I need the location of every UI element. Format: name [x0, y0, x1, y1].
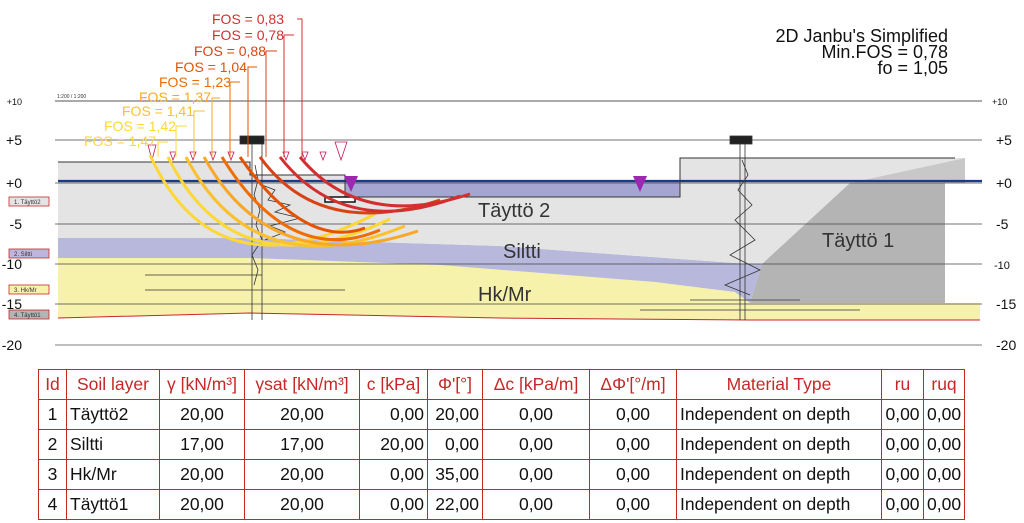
elev-right-m10: -10 [994, 260, 1010, 272]
elev-right-m5: -5 [996, 216, 1009, 232]
table-row: 3 Hk/Mr 20,00 20,00 0,00 35,00 0,00 0,00… [38, 459, 966, 490]
fos-label-1-23: FOS = 1,23 [159, 74, 231, 90]
cross-section-diagram: 1:200 / 1:200 +10 +5 +0 -5 -10 -15 -20 +… [2, 11, 1017, 353]
elevation-axis-left: +10 +5 +0 -5 -10 -15 -20 [2, 97, 22, 353]
fos-label-1-47: FOS = 1,47 [84, 133, 156, 149]
fos-label-1-04: FOS = 1,04 [175, 59, 247, 75]
fos-label-1-41: FOS = 1,41 [122, 103, 194, 119]
elev-left-p5: +5 [6, 132, 22, 148]
layer-taytto1-fill [750, 183, 945, 303]
water-level-marker-2 [633, 176, 647, 192]
analysis-info: 2D Janbu's Simplified Min.FOS = 0,78 fo … [775, 26, 948, 78]
col-header-phi: Φ'[°] [427, 369, 483, 400]
material-table: Id Soil layer γ [kN/m³] γsat [kN/m³] c [… [38, 369, 966, 520]
bottom-boundary-line [57, 312, 980, 321]
layer-label-taytto1: Täyttö 1 [822, 230, 894, 252]
scale-label: 1:200 / 1:200 [57, 94, 86, 100]
analysis-method: 2D Janbu's Simplified [775, 26, 948, 46]
slip-surface-fos-1-04 [238, 156, 366, 234]
slip-surface-fos-1-41 [184, 156, 406, 248]
col-header-ruq: ruq [922, 369, 966, 400]
fos-label-0-78: FOS = 0,78 [212, 27, 284, 43]
fos-label-1-42: FOS = 1,42 [104, 118, 176, 134]
water-level-marker-1 [344, 176, 358, 192]
elev-right-p5: +5 [996, 132, 1012, 148]
table-row: 1 Täyttö2 20,00 20,00 0,00 20,00 0,00 0,… [38, 399, 966, 430]
analysis-min-fos: Min.FOS = 0,78 [821, 42, 948, 62]
layer-label-hkmr: Hk/Mr [478, 284, 532, 306]
fos-leader-lines [157, 18, 303, 157]
elev-left-m5: -5 [10, 216, 23, 232]
slip-surfaces [148, 154, 471, 248]
elevation-axis-right: +10 +5 +0 -5 -10 -15 -20 [992, 97, 1016, 353]
elev-left-m20: -20 [2, 337, 22, 353]
elev-left-m10: -10 [2, 256, 22, 272]
layer-hkmr-fill [58, 258, 980, 320]
layer-tag-1: 1. Täyttö2 [14, 200, 41, 206]
slip-surface-fos-1-23 [220, 156, 381, 242]
elev-right-m20: -20 [996, 337, 1016, 353]
ground-surface-line [58, 157, 955, 198]
slip-surface-fos-0-83 [298, 156, 471, 208]
layer-label-siltti: Siltti [503, 241, 541, 263]
cpt-profile-right [640, 135, 860, 320]
cpt-profile-left [145, 135, 345, 320]
layer-tags: 1. Täyttö2 2. Siltti 3. Hk/Mr 4. Täyttö1 [8, 196, 50, 320]
table-row: 2 Siltti 17,00 17,00 20,00 0,00 0,00 0,0… [38, 429, 966, 460]
table-header-row: Id Soil layer γ [kN/m³] γsat [kN/m³] c [… [38, 369, 966, 400]
load-markers [147, 141, 348, 162]
col-header-material-type: Material Type [676, 369, 882, 400]
col-header-delta-phi: ΔΦ'[°/m] [589, 369, 677, 400]
fos-labels: FOS = 0,83 FOS = 0,78 FOS = 0,88 FOS = 1… [84, 11, 284, 149]
layer-siltti-fill [58, 238, 762, 303]
col-header-gamma-sat: γsat [kN/m³] [244, 369, 360, 400]
fos-label-0-88: FOS = 0,88 [194, 43, 266, 59]
elev-left-p10: +10 [7, 97, 22, 107]
elevation-gridlines [55, 139, 982, 305]
layer-tag-4: 4. Täyttö1 [14, 313, 41, 319]
fos-label-1-37: FOS = 1,37 [139, 89, 211, 105]
water-body [345, 181, 680, 197]
elev-left-0: +0 [6, 175, 22, 191]
layer-tag-2: 2. Siltti [14, 252, 32, 258]
elev-left-m15: -15 [2, 296, 22, 312]
col-header-id: Id [38, 369, 67, 400]
layer-taytto1-upper [850, 158, 965, 183]
elev-right-0: +0 [996, 175, 1012, 191]
layer-tag-3: 3. Hk/Mr [14, 288, 37, 294]
analysis-fo: fo = 1,05 [877, 58, 948, 78]
col-header-soil-layer: Soil layer [66, 369, 160, 400]
fos-label-0-83: FOS = 0,83 [212, 11, 284, 27]
slip-surface-fos-1-42 [166, 156, 391, 247]
elev-right-p10: +10 [992, 97, 1007, 107]
col-header-delta-c: Δc [kPa/m] [482, 369, 590, 400]
col-header-c: c [kPa] [359, 369, 428, 400]
col-header-gamma: γ [kN/m³] [159, 369, 245, 400]
layer-label-taytto2: Täyttö 2 [478, 200, 550, 222]
col-header-ru: ru [881, 369, 924, 400]
elev-right-m15: -15 [996, 296, 1016, 312]
table-row: 4 Täyttö1 20,00 20,00 0,00 22,00 0,00 0,… [38, 489, 966, 520]
slip-surface-fos-1-37 [202, 156, 419, 247]
